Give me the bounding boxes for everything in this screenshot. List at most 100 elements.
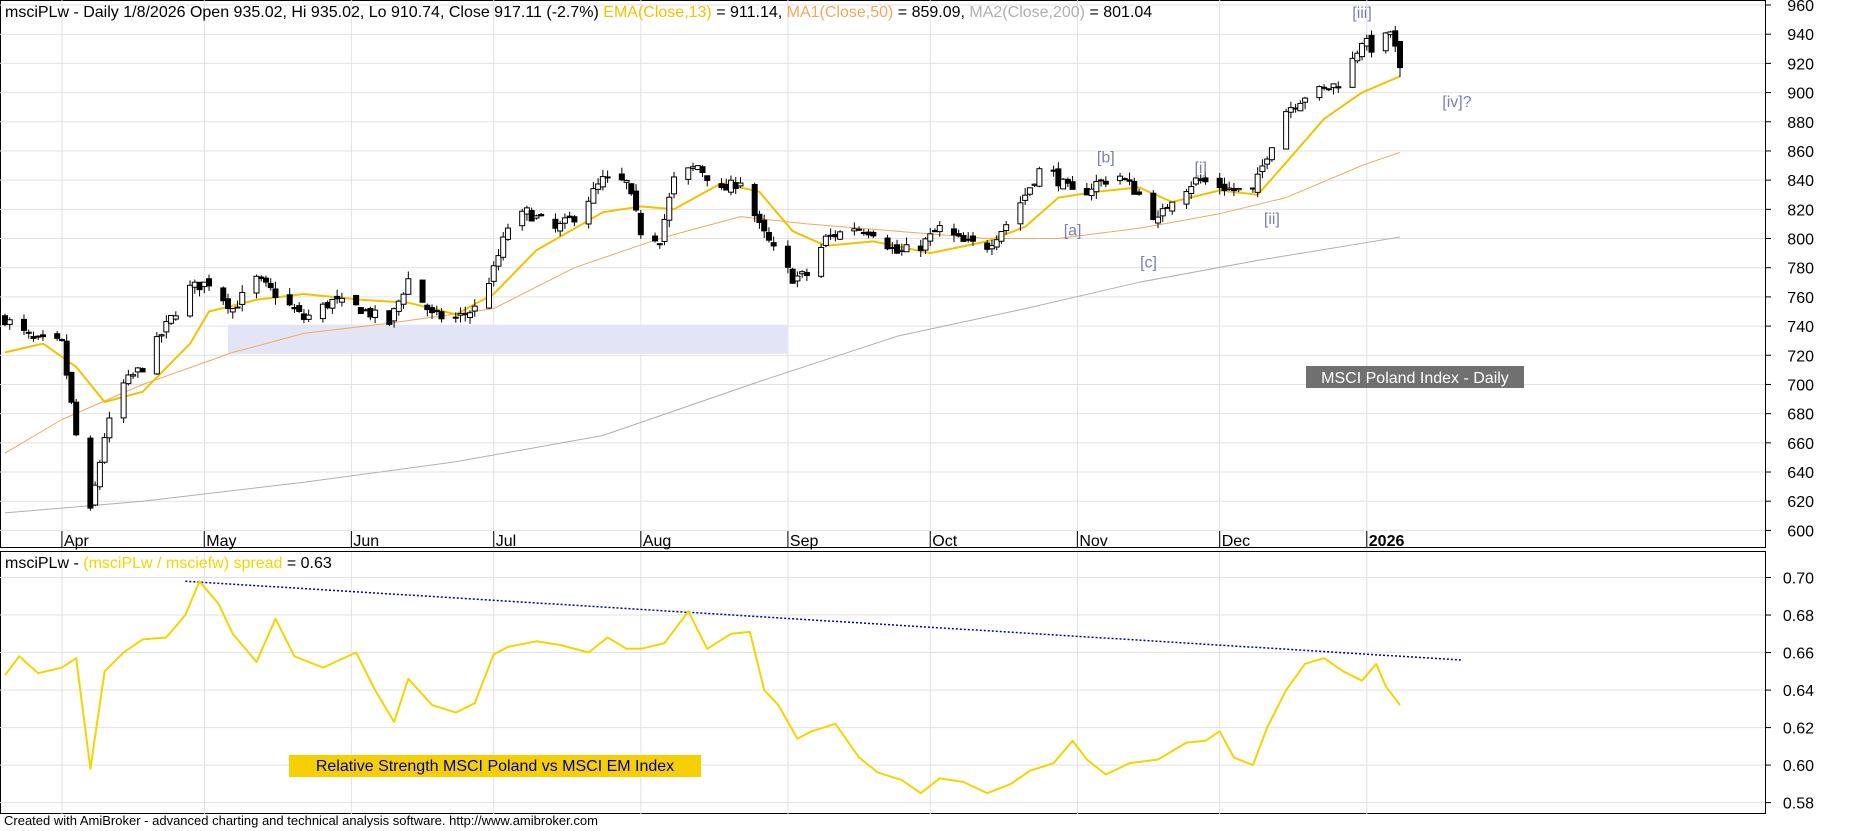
candle-body <box>685 167 692 180</box>
candle-body <box>172 315 179 320</box>
candle <box>1121 177 1128 181</box>
candle <box>68 371 75 405</box>
candle <box>372 305 379 324</box>
candle-body <box>1131 180 1138 195</box>
candle-body <box>969 235 976 242</box>
candle-body <box>267 282 274 289</box>
candle <box>391 307 398 328</box>
candle <box>305 309 312 323</box>
candle-body <box>1335 86 1342 89</box>
candle-body <box>101 436 108 463</box>
candle-body <box>54 333 61 339</box>
candle-body <box>39 334 46 338</box>
candle <box>467 310 473 324</box>
candle-body <box>1254 173 1261 193</box>
candle <box>438 308 445 323</box>
candle-body <box>471 305 478 312</box>
candle <box>960 232 967 242</box>
candle <box>1192 176 1199 187</box>
candle-body <box>1159 208 1166 217</box>
candle-body <box>334 295 341 300</box>
wave-label: [iii] <box>1352 5 1372 22</box>
candle-body <box>1368 34 1375 53</box>
candle-body <box>661 218 668 242</box>
candle <box>504 223 511 242</box>
candle-body <box>571 216 578 223</box>
candle <box>955 229 962 238</box>
candle-body <box>856 228 863 231</box>
price-tick-label: 740 <box>1787 319 1814 336</box>
candle <box>96 459 103 490</box>
candle <box>1264 156 1271 170</box>
candle <box>637 210 644 239</box>
candle-body <box>950 228 957 236</box>
candle-body <box>319 303 326 320</box>
candle <box>1330 83 1337 95</box>
candle <box>870 230 877 239</box>
spread-tick-label: 0.64 <box>1783 683 1814 700</box>
candle <box>338 292 345 307</box>
candle-body <box>671 176 678 195</box>
candle-body <box>130 374 137 377</box>
spread-legend-label: (msciPLw / msciefw) spread <box>83 555 282 572</box>
candle-body <box>272 288 279 298</box>
candle <box>471 299 478 317</box>
candle-body <box>637 212 644 236</box>
candle-body <box>998 231 1005 242</box>
spread-header: msciPLw - (msciPLw / msciefw) spread = 0… <box>5 555 332 572</box>
price-tick-label: 960 <box>1787 0 1814 15</box>
candle-body <box>262 277 269 283</box>
spread-tick-label: 0.68 <box>1783 608 1814 625</box>
candle-body <box>467 312 473 318</box>
price-chart-caption-text: MSCI Poland Index - Daily <box>1321 370 1509 387</box>
candle <box>1169 201 1176 215</box>
candle-body <box>1297 102 1304 112</box>
candle <box>993 235 1000 251</box>
candle-body <box>585 200 592 225</box>
candle <box>58 338 65 342</box>
candle-body <box>229 308 236 313</box>
month-tick-label: Aug <box>643 533 671 550</box>
candle-body <box>338 297 345 303</box>
candle-body <box>1088 188 1095 197</box>
candle-body <box>372 309 379 318</box>
candle-body <box>234 306 241 309</box>
candle <box>400 292 407 309</box>
spread-panel-frame <box>0 551 1766 814</box>
spread-y-axis: 0.70 0.68 0.66 0.64 0.62 0.60 0.58 <box>1765 571 1814 813</box>
candle-body <box>1003 224 1010 232</box>
ma200-line <box>4 236 1401 514</box>
candle-body <box>1349 57 1356 88</box>
candle-body <box>936 225 943 233</box>
price-tick-label: 700 <box>1787 377 1814 394</box>
candle <box>106 411 113 443</box>
candle <box>495 249 502 271</box>
candle-body <box>1102 180 1109 185</box>
price-tick-label: 600 <box>1787 523 1814 540</box>
candle <box>267 278 274 291</box>
candle <box>1368 30 1375 58</box>
month-tick-label: May <box>206 533 236 550</box>
price-tick-label: 860 <box>1787 144 1814 161</box>
spread-tick-label: 0.62 <box>1783 721 1814 738</box>
month-tick-label: Dec <box>1222 533 1250 550</box>
price-chart-caption: MSCI Poland Index - Daily <box>1306 366 1524 388</box>
candle-body <box>955 233 962 237</box>
candle <box>661 214 668 246</box>
candle <box>519 208 526 231</box>
price-tick-label: 680 <box>1787 407 1814 424</box>
candle <box>1188 181 1195 199</box>
candle <box>936 221 943 237</box>
candle-body <box>519 210 526 227</box>
candle-body <box>761 219 768 232</box>
candle-body <box>73 401 80 436</box>
candle <box>452 312 459 323</box>
candle-body <box>239 291 246 305</box>
ema-legend-value: = 911.14, <box>712 4 787 21</box>
candle <box>239 285 246 312</box>
candle-body <box>894 244 901 254</box>
candle <box>1088 183 1095 201</box>
candle <box>538 213 545 217</box>
candle-body <box>1268 147 1275 161</box>
candle <box>262 275 269 287</box>
